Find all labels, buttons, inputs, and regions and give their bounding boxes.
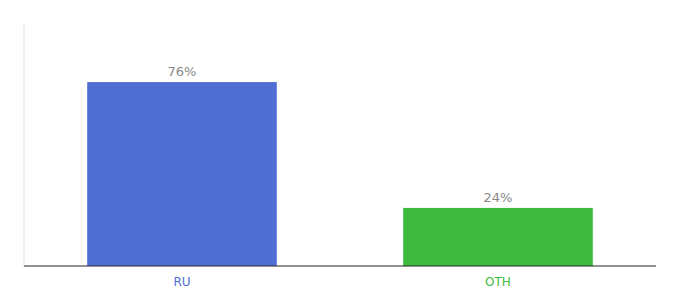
x-tick-label: OTH <box>485 275 511 289</box>
y-axis-line <box>24 24 25 266</box>
bars <box>87 82 593 266</box>
bar <box>403 208 593 266</box>
chart-container: 76% 24% RU OTH <box>0 0 680 300</box>
x-axis-line <box>24 265 656 266</box>
data-label: 24% <box>484 190 513 205</box>
x-tick-label: RU <box>173 275 190 289</box>
bar <box>87 82 277 266</box>
chart: 76% 24% RU OTH <box>0 0 680 300</box>
data-label: 76% <box>168 64 197 79</box>
